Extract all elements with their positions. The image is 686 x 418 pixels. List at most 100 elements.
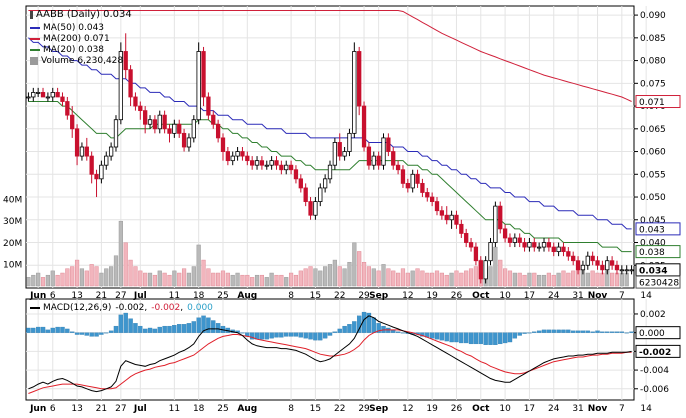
macd-hist-bar — [70, 331, 75, 333]
volume-bar — [473, 266, 479, 287]
candle-body — [313, 201, 318, 216]
macd-value: -0.002 — [115, 303, 145, 313]
macd-x-tick-label: 22 — [334, 404, 345, 414]
macd-hist-bar — [322, 332, 328, 339]
x-tick-label: Aug — [237, 291, 257, 301]
volume-bar — [181, 268, 187, 287]
candle-body — [361, 105, 367, 148]
macd-hist-bar — [449, 332, 454, 343]
volume-bar — [556, 272, 561, 287]
volume-bar — [133, 266, 138, 287]
volume-bar — [45, 274, 50, 287]
candle-body — [434, 201, 440, 212]
volume-bar — [250, 277, 255, 287]
price-tick-label: 0.050 — [640, 193, 666, 203]
macd-hist-bar — [507, 332, 513, 343]
candle-body — [507, 237, 513, 243]
candle-body — [99, 164, 104, 180]
candle-body — [575, 260, 581, 271]
macd-hist-bar — [356, 315, 362, 333]
volume-bar — [279, 274, 284, 287]
macd-hist-bar — [532, 331, 537, 333]
macd-x-tick-label: 19 — [426, 404, 438, 414]
volume-bar — [40, 277, 46, 287]
candle-body — [498, 205, 503, 230]
macd-hist-bar — [288, 332, 294, 337]
volume-bar — [405, 272, 410, 287]
candle-body — [420, 182, 425, 193]
macd-hist-bar — [94, 332, 99, 337]
volume-bar — [264, 277, 269, 287]
x-tick-label: 18 — [193, 291, 205, 301]
candle-body — [600, 264, 605, 271]
macd-hist-bar — [493, 332, 498, 345]
volume-bar — [143, 272, 148, 287]
macd-title: MACD(12,26,9) — [43, 303, 112, 313]
macd-x-tick-label: 21 — [96, 404, 107, 414]
volume-bar — [342, 268, 347, 287]
legend-swatch-ma50 — [30, 27, 40, 29]
candle-body — [264, 164, 269, 167]
volume-bar — [366, 266, 372, 287]
volume-bar — [240, 274, 245, 287]
candle-body — [206, 96, 211, 116]
legend-label: MA(50) 0.043 — [43, 23, 105, 33]
macd-hist-bar — [172, 325, 177, 333]
macd-hist-bar — [498, 332, 503, 345]
macd-hist-bar — [50, 327, 55, 333]
volume-bar — [610, 272, 615, 287]
macd-hist-bar — [142, 328, 148, 333]
candle-body — [133, 96, 138, 107]
macd-hist-bar — [429, 332, 435, 339]
volume-bar — [211, 272, 216, 287]
candle-body — [395, 164, 401, 171]
candle-body — [113, 119, 119, 148]
volume-bar — [259, 274, 265, 287]
candle-body — [624, 269, 629, 272]
macd-tag-box — [635, 344, 681, 358]
volume-bar — [269, 272, 274, 287]
macd-hist-bar — [249, 332, 255, 340]
macd-x-tick-label: 13 — [71, 404, 82, 414]
volume-bar — [118, 220, 123, 287]
macd-tags: 0.000 -0.002 — [635, 326, 681, 358]
volume-bar — [74, 259, 80, 287]
macd-hist-bar — [74, 332, 80, 335]
volume-tick-label: 40M — [3, 196, 22, 206]
volume-tick-label: 10M — [3, 260, 22, 270]
macd-x-tick-label: Jul — [133, 404, 147, 414]
candle-body — [55, 92, 60, 98]
candle-body — [45, 96, 51, 99]
candle-body — [459, 223, 464, 234]
legend-swatch-ma200 — [30, 38, 40, 40]
macd-x-tick-label: Nov — [588, 404, 608, 414]
volume-bar — [152, 274, 157, 287]
macd-hist-bar — [89, 332, 94, 337]
volume-bar — [36, 272, 41, 287]
x-tick-label: 8 — [288, 291, 294, 301]
volume-tick-label: 30M — [3, 217, 22, 227]
volume-bar — [361, 261, 367, 287]
macd-hist-bar — [556, 329, 561, 333]
macd-hist-bar — [536, 330, 542, 333]
macd-hist-bar — [196, 317, 201, 333]
candle-body — [128, 69, 133, 98]
macd-hist-bar — [517, 332, 522, 336]
candle-body — [157, 114, 162, 130]
candle-body — [70, 114, 75, 130]
candle-body — [104, 155, 109, 166]
volume-bar — [313, 268, 318, 287]
candle-body — [293, 169, 299, 180]
candle-body — [279, 164, 284, 171]
macd-x-tick-label: 29 — [358, 404, 370, 414]
volume-bar — [201, 259, 206, 287]
macd-hist-bar — [128, 318, 133, 333]
macd-hist-bar — [580, 330, 586, 333]
candle-body — [303, 187, 308, 202]
macd-hist-bar — [483, 332, 488, 345]
macd-hist-bar — [206, 317, 211, 333]
legend-label: MA(200) 0.071 — [43, 34, 110, 44]
price-tick-label: 0.045 — [640, 216, 666, 226]
legend-ma200: MA(200) 0.071 — [30, 34, 110, 44]
